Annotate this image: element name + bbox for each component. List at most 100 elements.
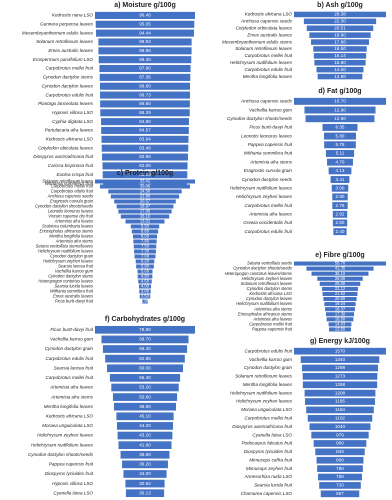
bar <box>317 465 363 472</box>
value-label: 7.80 <box>141 239 150 244</box>
category-label: Solanum retroflexum leaves <box>235 46 293 51</box>
bar <box>106 364 184 373</box>
value-label: 800 <box>336 457 344 462</box>
value-label: 1040 <box>335 424 346 429</box>
value-label: 4.50 <box>141 279 150 284</box>
value-label: 86.29 <box>139 110 151 115</box>
bar <box>133 244 157 249</box>
bar <box>95 325 195 334</box>
value-label: 28.38 <box>334 12 346 17</box>
category-label: Searsia lucida leaves <box>54 284 93 289</box>
bar <box>125 489 165 498</box>
value-label: 66.40 <box>139 346 151 351</box>
category-label: Cynodon dactylon grain <box>244 365 293 370</box>
value-label: 3.00 <box>336 185 345 190</box>
bar <box>116 412 174 421</box>
panel-title: c) Protein g/100g <box>117 170 173 177</box>
bar <box>333 228 347 236</box>
category-label: Hypoxis villosa LSO <box>52 481 93 486</box>
bar <box>112 393 178 401</box>
value-label: 2.60 <box>336 220 345 225</box>
value-label: 1195 <box>335 399 345 404</box>
category-label: Gunnera perpensa leaves <box>40 21 94 26</box>
value-label: 35.10 <box>335 271 346 276</box>
bar <box>330 176 350 184</box>
panel-title: d) Fat g/100g <box>318 88 361 95</box>
category-label: Anchusa capensis seeds <box>47 194 93 199</box>
value-label: 900 <box>336 441 344 446</box>
category-label: Carpobrotus edulis fruit <box>46 356 94 361</box>
bar <box>101 118 189 126</box>
bar <box>331 184 349 192</box>
bar <box>303 18 377 25</box>
category-label: Carpobrotus edulis fruit <box>51 189 94 194</box>
bar <box>139 289 151 294</box>
category-label: Emex australis leaves <box>247 32 292 37</box>
category-label: Helichrysum zeyheri leaves <box>236 194 293 199</box>
category-label: Heteropogon contortus leaves/stems <box>225 271 292 276</box>
category-label: Helichrysum nudifolium leaves <box>31 442 94 447</box>
panel-title: f) Carbohydrates g/100g <box>105 316 185 323</box>
value-label: 7.00 <box>141 254 150 259</box>
category-label: Emex australis leaves <box>53 294 93 299</box>
value-label: 28.00 <box>335 276 346 281</box>
value-label: 82.00 <box>139 163 151 168</box>
value-label: 1298 <box>335 365 346 370</box>
value-label: 60.00 <box>139 365 151 370</box>
bar <box>329 327 351 332</box>
category-label: Solanum retroflexum leaves <box>36 39 94 44</box>
value-label: 30.06 <box>140 184 151 189</box>
category-label: Grewia occidentalis fruit <box>243 220 292 225</box>
value-label: 30.92 <box>139 481 151 486</box>
value-label: 34.00 <box>139 471 151 476</box>
category-label: Carpobrotus mellei fruit <box>245 53 293 58</box>
category-label: Helichrysum nudifolium leaves <box>230 185 293 190</box>
value-label: 17.80 <box>140 209 151 214</box>
category-label: Helichrysum nudifolium leaves <box>38 249 93 254</box>
category-label: Cynodon dactylon shoots/seeds <box>227 116 293 121</box>
category-label: Helichrysum nudifolium leaves <box>230 390 293 395</box>
bar <box>311 271 369 276</box>
value-label: 8.80 <box>141 229 150 234</box>
category-label: Eriocephalus africanus stems <box>238 311 292 316</box>
category-label: Scabiosa columbaria leaves <box>42 224 93 229</box>
category-label: Moraea unguiculata LSO <box>241 407 292 412</box>
value-label: 12.50 <box>334 116 346 121</box>
bar <box>317 276 363 281</box>
category-label: Pappea capensis fruit <box>49 462 94 467</box>
category-label: Cynodon dactylon grain <box>45 346 94 351</box>
bar <box>302 381 378 389</box>
category-label: Kedrostis africana LSO <box>46 137 94 142</box>
category-label: Mesembryanthemum edulis stems <box>222 39 293 44</box>
bar <box>134 249 156 254</box>
category-label: Podocarpus falcatus fruit <box>241 441 292 446</box>
bar <box>305 115 375 123</box>
bar <box>306 266 374 271</box>
category-label: Eragrostis curvula grain <box>50 199 94 204</box>
value-label: 7.30 <box>141 249 150 254</box>
value-label: 30.13 <box>139 490 151 495</box>
value-label: 14.03 <box>335 321 346 326</box>
bar <box>120 450 170 459</box>
category-label: Moraea unguiculata LSO <box>42 423 93 428</box>
bar <box>142 299 148 304</box>
bar <box>135 259 155 264</box>
bar <box>311 431 369 439</box>
category-label: Plantago lanceolata leaves <box>38 101 94 106</box>
value-label: 1340 <box>335 357 346 362</box>
value-label: 50.60 <box>139 394 151 399</box>
bar <box>306 406 374 414</box>
category-label: Pappea capensis fruit <box>252 327 293 332</box>
category-label: Cynodon dactylon shoots/seeds <box>28 452 94 457</box>
bar <box>328 167 352 175</box>
bar <box>95 11 195 19</box>
bar <box>319 482 361 489</box>
category-label: Carpobrotus mellei fruit <box>46 375 94 380</box>
category-label: Cyphia digitata LSO <box>52 119 93 124</box>
value-label: 43.20 <box>139 433 151 438</box>
bar <box>100 91 190 99</box>
value-label: 22.30 <box>334 19 346 24</box>
value-label: 780 <box>336 466 344 471</box>
category-label: Euclea crispa fruit <box>56 172 93 177</box>
